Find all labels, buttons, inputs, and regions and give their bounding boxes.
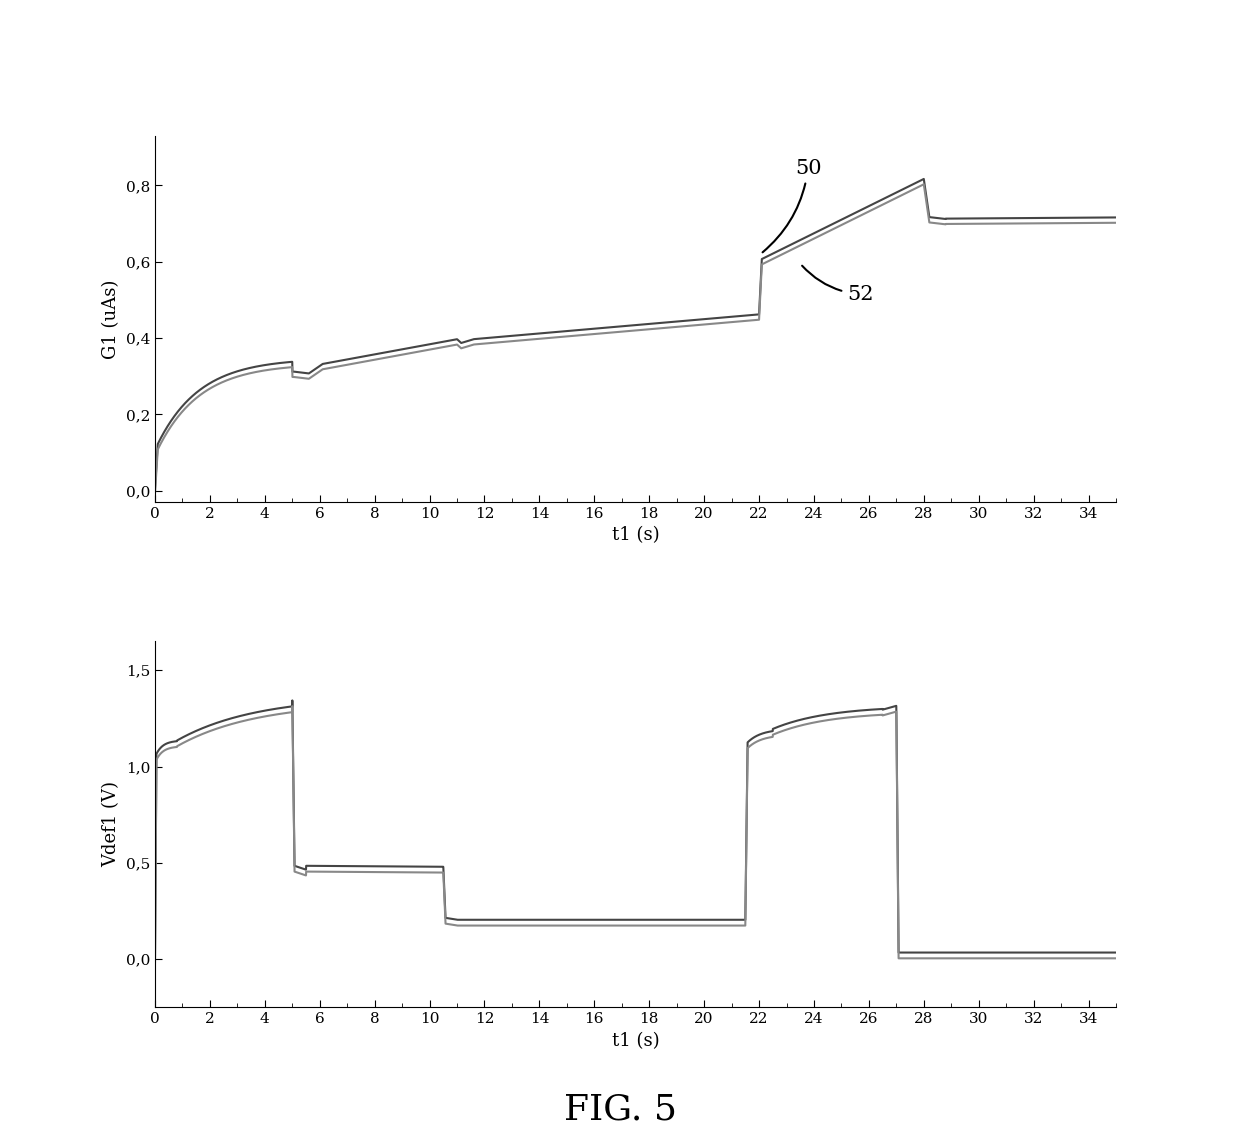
X-axis label: t1 (s): t1 (s): [611, 1032, 660, 1049]
Text: 52: 52: [802, 266, 873, 303]
Text: FIG. 5: FIG. 5: [563, 1092, 677, 1126]
Text: 50: 50: [763, 158, 821, 252]
Y-axis label: G1 (uAs): G1 (uAs): [102, 280, 120, 359]
X-axis label: t1 (s): t1 (s): [611, 526, 660, 544]
Y-axis label: Vdef1 (V): Vdef1 (V): [102, 781, 120, 867]
